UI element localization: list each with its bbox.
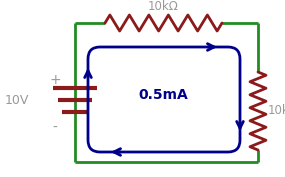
Text: +: + xyxy=(49,73,61,87)
Text: 10V: 10V xyxy=(5,93,29,107)
Text: 10kΩ: 10kΩ xyxy=(268,104,285,118)
Text: 0.5mA: 0.5mA xyxy=(138,88,188,102)
Text: 10kΩ: 10kΩ xyxy=(148,0,178,13)
Text: -: - xyxy=(52,121,58,135)
